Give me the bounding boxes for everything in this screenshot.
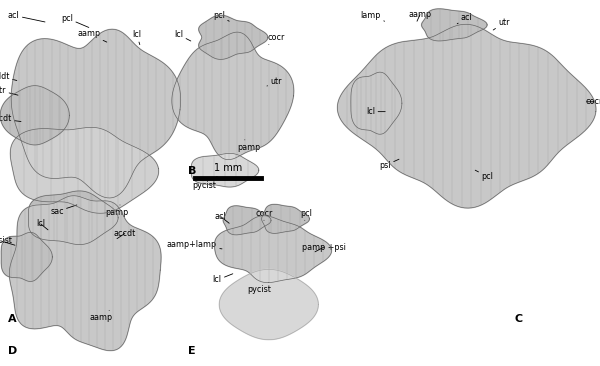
Text: pamp +psi: pamp +psi	[302, 243, 346, 252]
Polygon shape	[220, 269, 318, 340]
Text: D: D	[8, 346, 17, 356]
Polygon shape	[337, 24, 596, 208]
Text: eddt: eddt	[0, 72, 17, 81]
Polygon shape	[11, 29, 181, 198]
Text: pcl: pcl	[475, 170, 493, 181]
Polygon shape	[10, 196, 161, 351]
Text: accdt: accdt	[0, 115, 21, 123]
Text: acl: acl	[8, 11, 45, 22]
Text: lcl: lcl	[133, 30, 142, 45]
Polygon shape	[1, 232, 52, 281]
Text: C: C	[514, 314, 523, 324]
Text: sac: sac	[50, 205, 77, 216]
Text: acl: acl	[215, 212, 229, 223]
Text: E: E	[188, 346, 196, 356]
Text: lamp: lamp	[361, 11, 385, 21]
Polygon shape	[422, 9, 487, 41]
Text: pcl: pcl	[300, 209, 312, 220]
Polygon shape	[28, 191, 118, 244]
Polygon shape	[10, 127, 158, 213]
Polygon shape	[351, 72, 402, 134]
Text: pamp: pamp	[106, 205, 128, 217]
Text: 1 mm: 1 mm	[214, 163, 242, 173]
Text: aamp: aamp	[409, 10, 431, 21]
Polygon shape	[223, 206, 271, 235]
Text: utr: utr	[0, 86, 18, 95]
Text: lcl: lcl	[212, 274, 233, 284]
Text: A: A	[8, 314, 16, 324]
Text: lcl: lcl	[366, 107, 385, 116]
Polygon shape	[172, 32, 294, 160]
Polygon shape	[191, 153, 259, 187]
Text: utr: utr	[267, 77, 282, 86]
Polygon shape	[0, 86, 70, 145]
Text: aamp: aamp	[89, 310, 112, 322]
Polygon shape	[199, 15, 268, 59]
Polygon shape	[262, 204, 310, 234]
Text: accdt: accdt	[113, 229, 136, 239]
Text: aamp+lamp: aamp+lamp	[167, 240, 222, 249]
Text: pcl: pcl	[213, 11, 229, 21]
Text: pycist: pycist	[0, 236, 15, 245]
Text: B: B	[188, 166, 196, 176]
Text: pycist: pycist	[192, 176, 217, 190]
Text: cocr: cocr	[586, 97, 600, 106]
Polygon shape	[215, 216, 332, 283]
Text: pamp: pamp	[238, 140, 260, 152]
Text: aamp: aamp	[77, 29, 107, 42]
Text: psl: psl	[379, 159, 399, 170]
Text: acl: acl	[457, 13, 473, 24]
Text: utr: utr	[493, 18, 510, 30]
Text: cocr: cocr	[268, 33, 284, 45]
Text: pycist: pycist	[247, 283, 271, 294]
Text: pcl: pcl	[61, 14, 89, 27]
Text: lcl: lcl	[37, 220, 48, 230]
Text: lcl: lcl	[174, 30, 191, 41]
Text: cocr: cocr	[256, 209, 272, 220]
